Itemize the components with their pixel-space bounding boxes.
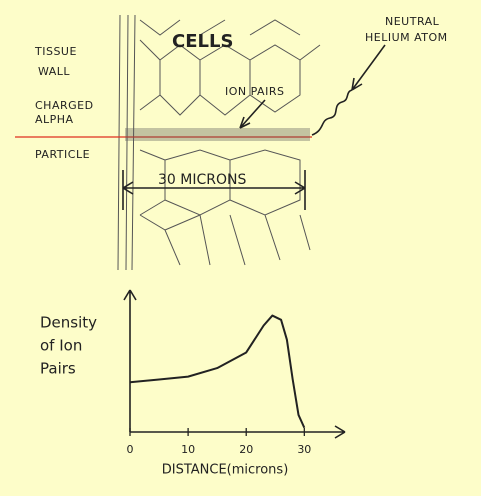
alpha-label: PARTICLE [35,148,90,161]
ion-pairs-label: ION PAIRS [225,85,284,98]
x-tick-label: 20 [239,443,253,456]
helium-label: NEUTRAL [385,15,440,28]
alpha-label: ALPHA [35,113,74,126]
x-label: DISTANCE(microns) [162,463,289,478]
range-label: 30 MICRONS [158,172,246,188]
x-tick-label: 10 [181,443,195,456]
y-label: Density [40,314,97,332]
ion-band [125,128,310,141]
y-label: Pairs [40,360,76,378]
helium-arrow [351,44,386,91]
density-curve [129,314,306,429]
ion-arrow [239,99,266,129]
tissue-label: TISSUE [34,45,77,58]
tissue-label: WALL [38,65,70,78]
range-arrow [122,170,306,210]
x-tick-label: 0 [127,443,134,456]
helium-track [311,89,353,136]
cells-label: CELLS [172,31,233,52]
y-label: of Ion [40,337,82,355]
alpha-label: CHARGED [35,99,94,112]
x-tick-label: 30 [297,443,311,456]
cells [117,14,321,271]
axes [123,289,346,439]
helium-label: HELIUM ATOM [365,31,448,44]
